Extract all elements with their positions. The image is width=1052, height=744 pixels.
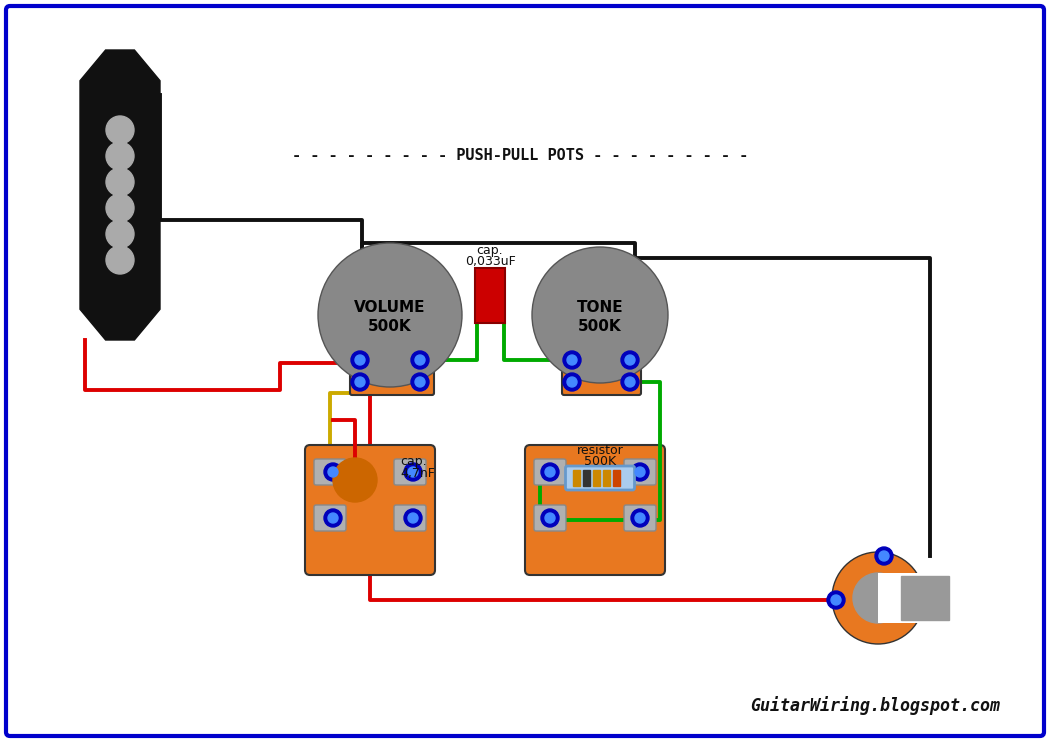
FancyBboxPatch shape — [566, 466, 634, 490]
Circle shape — [333, 458, 377, 502]
Circle shape — [355, 377, 365, 387]
Bar — [901, 576, 949, 620]
Circle shape — [351, 373, 369, 391]
Text: cap.: cap. — [477, 243, 503, 257]
Bar — [476, 268, 505, 322]
Bar — [583, 470, 589, 486]
Circle shape — [324, 509, 342, 527]
FancyBboxPatch shape — [313, 505, 346, 531]
Circle shape — [545, 467, 555, 477]
Circle shape — [563, 351, 581, 369]
Circle shape — [832, 552, 924, 644]
Text: 500K: 500K — [584, 455, 616, 468]
Circle shape — [318, 243, 462, 387]
Circle shape — [328, 513, 338, 523]
Circle shape — [831, 595, 841, 605]
Text: VOLUME: VOLUME — [355, 300, 426, 315]
Circle shape — [879, 551, 889, 561]
Circle shape — [106, 246, 134, 274]
FancyBboxPatch shape — [534, 459, 566, 485]
Circle shape — [414, 355, 425, 365]
FancyBboxPatch shape — [313, 459, 346, 485]
Circle shape — [635, 513, 645, 523]
FancyBboxPatch shape — [350, 353, 434, 395]
Circle shape — [106, 142, 134, 170]
Circle shape — [411, 373, 429, 391]
FancyBboxPatch shape — [534, 505, 566, 531]
Text: TONE: TONE — [576, 300, 624, 315]
Text: 0,033uF: 0,033uF — [465, 254, 515, 268]
Circle shape — [853, 573, 903, 623]
Circle shape — [355, 355, 365, 365]
Circle shape — [621, 373, 639, 391]
Circle shape — [625, 377, 635, 387]
FancyBboxPatch shape — [394, 505, 426, 531]
Bar — [572, 470, 580, 486]
Text: 500K: 500K — [579, 318, 622, 333]
Text: - - - - - - - - - PUSH-PULL POTS - - - - - - - - -: - - - - - - - - - PUSH-PULL POTS - - - -… — [291, 147, 748, 162]
Circle shape — [404, 463, 422, 481]
Text: GuitarWiring.blogspot.com: GuitarWiring.blogspot.com — [750, 696, 1000, 715]
FancyBboxPatch shape — [525, 445, 665, 575]
Circle shape — [414, 377, 425, 387]
FancyBboxPatch shape — [624, 459, 656, 485]
Circle shape — [545, 513, 555, 523]
Circle shape — [563, 373, 581, 391]
Circle shape — [408, 467, 418, 477]
FancyBboxPatch shape — [305, 445, 434, 575]
Circle shape — [328, 467, 338, 477]
Circle shape — [408, 513, 418, 523]
Bar — [603, 470, 609, 486]
Circle shape — [106, 220, 134, 248]
Circle shape — [827, 591, 845, 609]
Circle shape — [631, 509, 649, 527]
Circle shape — [106, 116, 134, 144]
Polygon shape — [878, 573, 939, 623]
Bar — [612, 470, 620, 486]
Polygon shape — [80, 50, 160, 340]
Text: resistor: resistor — [576, 444, 624, 457]
Circle shape — [621, 351, 639, 369]
FancyBboxPatch shape — [624, 505, 656, 531]
Circle shape — [404, 509, 422, 527]
Circle shape — [532, 247, 668, 383]
Circle shape — [541, 509, 559, 527]
FancyBboxPatch shape — [6, 6, 1044, 736]
Circle shape — [875, 547, 893, 565]
Circle shape — [635, 467, 645, 477]
Bar — [592, 470, 600, 486]
Circle shape — [567, 377, 576, 387]
Circle shape — [106, 194, 134, 222]
Text: cap.: cap. — [400, 455, 427, 468]
Text: 4,7nF: 4,7nF — [400, 467, 434, 480]
Circle shape — [411, 351, 429, 369]
Circle shape — [324, 463, 342, 481]
Circle shape — [541, 463, 559, 481]
FancyBboxPatch shape — [562, 353, 641, 395]
Circle shape — [631, 463, 649, 481]
Text: 500K: 500K — [368, 318, 411, 333]
Circle shape — [567, 355, 576, 365]
Circle shape — [625, 355, 635, 365]
Circle shape — [351, 351, 369, 369]
Circle shape — [106, 168, 134, 196]
FancyBboxPatch shape — [394, 459, 426, 485]
